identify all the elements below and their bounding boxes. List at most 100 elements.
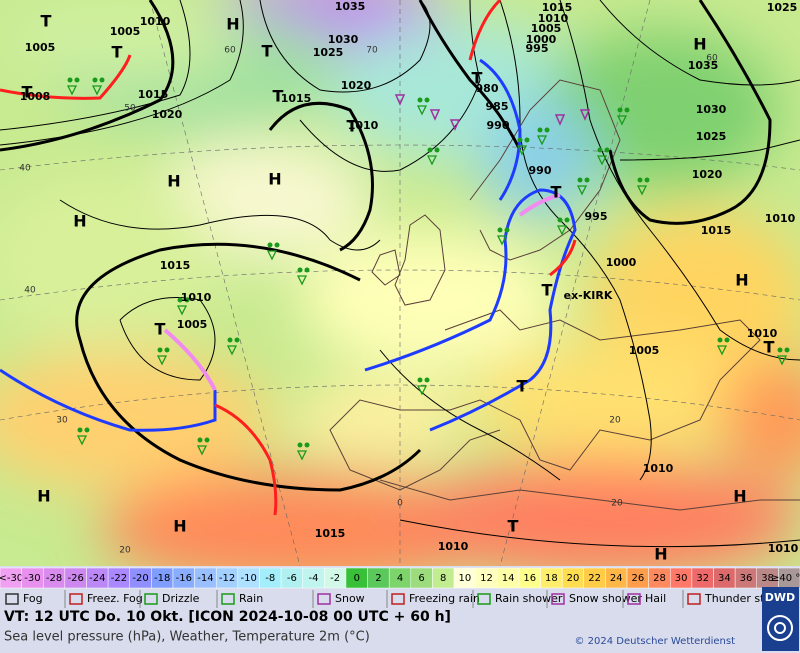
rain-dot xyxy=(304,267,310,273)
legend-icon xyxy=(627,593,641,605)
shower-triangle xyxy=(266,250,278,261)
rain-dot xyxy=(92,77,98,83)
isobar-label: 1010 xyxy=(747,327,778,340)
legend-label: Snow xyxy=(335,592,365,605)
shower-triangle xyxy=(416,105,428,116)
isobar-label: 1015 xyxy=(281,92,312,105)
rain-dot xyxy=(724,337,730,343)
rain-dot xyxy=(417,377,423,383)
legend-icon xyxy=(317,593,331,605)
snow-shower xyxy=(449,119,461,131)
shower-triangle xyxy=(426,155,438,166)
isobar-label: 1008 xyxy=(20,90,51,103)
snow-shower xyxy=(579,109,591,121)
scale-label: 16 xyxy=(523,573,536,584)
isobar-label: 1025 xyxy=(313,46,344,59)
shower-triangle xyxy=(196,445,208,456)
legend-label: Rain shower xyxy=(495,592,563,605)
occlusion xyxy=(163,328,217,391)
rain-dot xyxy=(624,107,630,113)
pressure-center: H xyxy=(733,487,746,506)
scale-label: 36 xyxy=(740,573,753,584)
isobar-label: 1020 xyxy=(152,108,183,121)
storm-label: ex-KIRK xyxy=(564,289,613,302)
scale-label: 0 xyxy=(354,573,360,584)
rain-dot xyxy=(297,442,303,448)
pressure-center: T xyxy=(112,43,123,62)
pressure-center: H xyxy=(268,170,281,189)
pressure-center: H xyxy=(226,15,239,34)
shower-triangle xyxy=(156,355,168,366)
temperature-contour-label: 70 xyxy=(366,46,378,56)
rain-dot xyxy=(617,107,623,113)
rain-dot xyxy=(227,337,233,343)
rain-dot xyxy=(184,297,190,303)
weather-symbols xyxy=(66,77,790,461)
isobar-label: 1015 xyxy=(138,88,169,101)
isobar-label: 995 xyxy=(526,42,549,55)
rain-dot xyxy=(564,217,570,223)
legend-label: Freezing rain xyxy=(409,592,480,605)
scale-label: -26 xyxy=(68,573,84,584)
isobar-label: 1015 xyxy=(315,527,346,540)
rain-dot xyxy=(644,177,650,183)
temperature-contour-label: 20 xyxy=(609,416,621,426)
temperature-contour-label: 40 xyxy=(19,164,31,174)
logo-swirl xyxy=(767,615,793,641)
legend-icon xyxy=(5,593,19,605)
temperature-contour-label: 0 xyxy=(397,499,403,509)
rain-dot xyxy=(717,337,723,343)
pressure-center: T xyxy=(262,42,273,61)
isobar-label: 1000 xyxy=(526,33,557,46)
isobar-label: 1030 xyxy=(328,33,359,46)
rain-dot xyxy=(267,242,273,248)
rain-dot xyxy=(597,147,603,153)
scale-label: -6 xyxy=(287,573,297,584)
rain-dot xyxy=(434,147,440,153)
temperature-contour-label: 40 xyxy=(24,286,36,296)
rain-dot xyxy=(67,77,73,83)
rain-dot xyxy=(637,177,643,183)
legend-label: Fog xyxy=(23,592,43,605)
scale-label: 28 xyxy=(653,573,666,584)
temperature-scale: <-30 -30 -28 -26 -24 -22 -20 -18 -16 -14 -12 -10 -8-… xyxy=(0,567,800,589)
isobar-label: 1010 xyxy=(765,212,796,225)
temperature-contour-label: 30 xyxy=(56,416,68,426)
shower-triangle xyxy=(176,305,188,316)
rain-dot xyxy=(157,347,163,353)
scale-label: -24 xyxy=(89,573,105,584)
scale-label: -20 xyxy=(132,573,148,584)
rain-dot xyxy=(557,217,563,223)
isobar-label: 1000 xyxy=(606,256,637,269)
scale-label: -14 xyxy=(197,573,213,584)
legend-icon xyxy=(144,593,158,605)
scale-label: -18 xyxy=(154,573,170,584)
pressure-center: H xyxy=(167,172,180,191)
warm-front xyxy=(214,403,278,516)
scale-label: 10 xyxy=(458,573,471,584)
description: Sea level pressure (hPa), Weather, Tempe… xyxy=(4,630,370,645)
shower-triangle xyxy=(556,225,568,236)
scale-label: 4 xyxy=(397,573,403,584)
scale-label: -28 xyxy=(46,573,62,584)
rain-dot xyxy=(504,227,510,233)
isobar-label: 1015 xyxy=(701,224,732,237)
shower-triangle xyxy=(616,115,628,126)
temperature-contour-label: 20 xyxy=(119,546,131,556)
rain-dot xyxy=(517,137,523,143)
isobar-label: 1010 xyxy=(768,542,799,555)
isobar-label: 1005 xyxy=(110,25,141,38)
legend-icon xyxy=(69,593,83,605)
isobar-label: 1010 xyxy=(538,12,569,25)
pressure-center: T xyxy=(41,12,52,31)
rain-dot xyxy=(297,267,303,273)
pressure-center: H xyxy=(37,487,50,506)
isobar-label: 1025 xyxy=(767,1,798,14)
isobar-label: 1005 xyxy=(629,344,660,357)
scale-label: 12 xyxy=(480,573,493,584)
cold-front xyxy=(0,368,217,432)
isobar-label: 990 xyxy=(487,119,510,132)
legend-label: Drizzle xyxy=(162,592,200,605)
scale-label: 32 xyxy=(696,573,709,584)
